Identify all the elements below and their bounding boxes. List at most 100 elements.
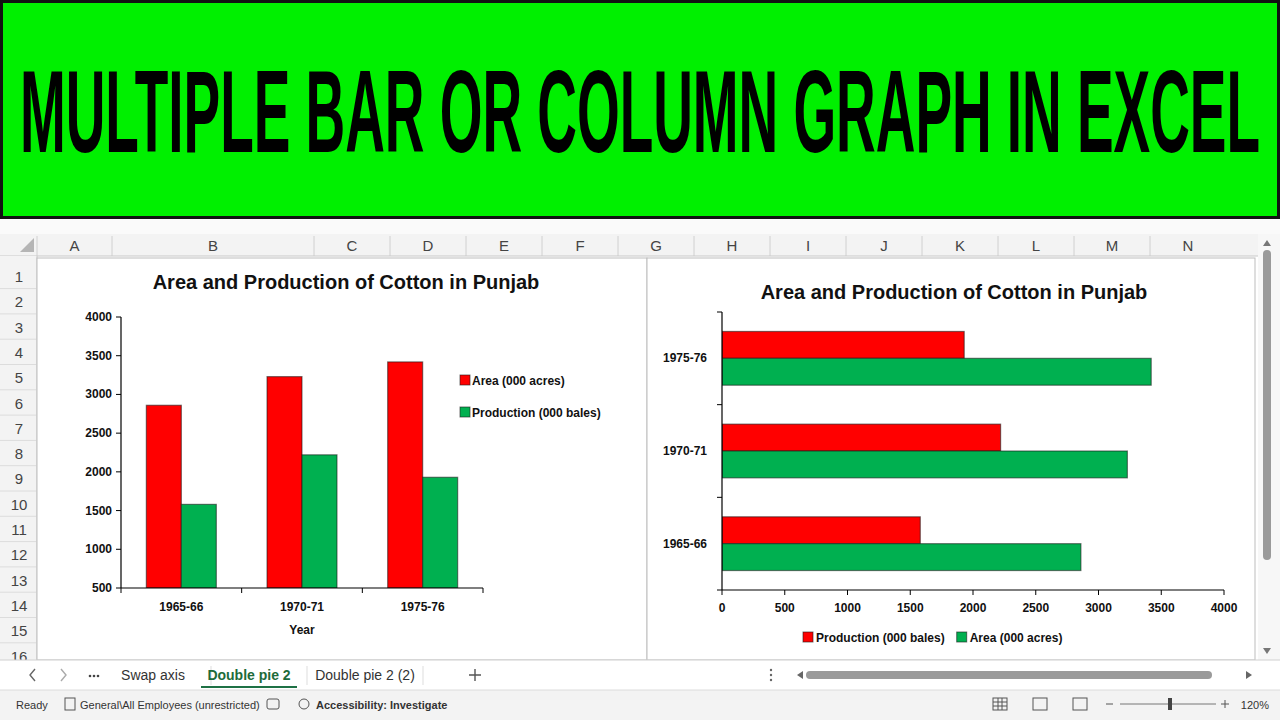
scroll-down-arrow[interactable] [1263, 648, 1271, 654]
legend-label: Area (000 acres) [970, 631, 1063, 645]
x-tick-label: 0 [719, 601, 726, 615]
column-divider [542, 236, 543, 256]
hscroll-left[interactable] [797, 671, 803, 679]
scroll-up-arrow[interactable] [1263, 240, 1271, 246]
tab-separator [307, 666, 308, 685]
row-divider [0, 592, 37, 593]
sheet-tab[interactable]: Swap axis [121, 667, 185, 683]
active-tab-underline [201, 686, 297, 688]
category-tick [121, 588, 122, 593]
column-divider [314, 236, 315, 256]
zoom-level: 120% [1241, 699, 1269, 711]
y-tick-label: 3000 [85, 387, 112, 401]
chart-area [647, 258, 1255, 660]
bars [146, 362, 457, 588]
normal-view-grid [993, 698, 1007, 710]
bar [722, 424, 1001, 451]
tab-bar [0, 660, 1280, 690]
row-header: 6 [15, 395, 23, 412]
y-tick [116, 433, 121, 434]
x-tick-label: 500 [775, 601, 795, 615]
column-divider [112, 236, 113, 256]
row-header: 12 [11, 546, 28, 563]
column-header: M [1106, 237, 1119, 254]
row-divider [0, 642, 37, 643]
tab-split-handle [770, 669, 772, 671]
status-bar-border [0, 690, 1280, 691]
y-tick-label: 2500 [85, 426, 112, 440]
column-divider [846, 236, 847, 256]
row-header: 13 [11, 572, 28, 589]
y-tick [116, 510, 121, 511]
row-header: 8 [15, 445, 23, 462]
row-divider [0, 440, 37, 441]
y-tick-label: 1970-71 [663, 444, 707, 458]
tab-next[interactable] [61, 669, 66, 681]
legend-swatch [460, 375, 470, 385]
column-divider [390, 236, 391, 256]
y-tick [116, 394, 121, 395]
x-tick-label: 1975-76 [401, 600, 445, 614]
x-tick-label: 1965-66 [159, 600, 203, 614]
tab-more-dot[interactable] [97, 675, 100, 678]
column-divider [694, 236, 695, 256]
row-header: 10 [11, 496, 28, 513]
hscroll-right[interactable] [1246, 671, 1252, 679]
row-divider [0, 566, 37, 567]
y-tick [116, 588, 121, 589]
y-tick [116, 317, 121, 318]
sheet-tab[interactable]: Double pie 2 [207, 667, 290, 683]
zoom-in[interactable] [1221, 700, 1229, 708]
x-tick [847, 590, 848, 595]
x-tick-label: 1000 [834, 601, 861, 615]
column-header: J [880, 237, 888, 254]
add-sheet[interactable] [469, 669, 481, 681]
row-divider [0, 465, 37, 466]
chart-area [37, 258, 647, 660]
row-divider [0, 288, 37, 289]
vertical-scroll-thumb[interactable] [1263, 250, 1271, 560]
page-break-view[interactable] [1073, 698, 1087, 710]
y-tick-label: 1965-66 [663, 537, 707, 551]
bar [722, 358, 1151, 385]
tab-separator [423, 666, 424, 685]
sheet-tab[interactable]: Double pie 2 (2) [315, 667, 415, 683]
y-tick-label: 500 [92, 581, 112, 595]
category-tick [717, 590, 722, 591]
tab-prev[interactable] [30, 669, 35, 681]
x-tick-label: 4000 [1211, 601, 1238, 615]
y-tick [116, 471, 121, 472]
row-header: 5 [15, 369, 23, 386]
chart-title: Area and Production of Cotton in Punjab [153, 271, 540, 293]
tab-bar-border [0, 660, 1280, 661]
normal-view[interactable] [993, 698, 1007, 710]
page-layout-view[interactable] [1033, 698, 1047, 710]
column-divider [922, 236, 923, 256]
accessibility-icon [299, 699, 309, 709]
legend-label: Production (000 bales) [816, 631, 945, 645]
row-header: 2 [15, 293, 23, 310]
row-divider [0, 364, 37, 365]
zoom-out[interactable] [1106, 704, 1113, 705]
x-tick [1035, 590, 1036, 595]
row-divider [0, 415, 37, 416]
x-tick-label: 2000 [960, 601, 987, 615]
tab-more-dot[interactable] [89, 675, 92, 678]
column-header: K [955, 237, 965, 254]
y-tick-label: 4000 [85, 310, 112, 324]
row-divider [0, 491, 37, 492]
hscroll-thumb[interactable] [806, 671, 1212, 679]
category-tick [241, 588, 242, 593]
tab-more-dot[interactable] [93, 675, 96, 678]
y-axis-line [120, 317, 121, 588]
zoom-thumb[interactable] [1168, 698, 1172, 710]
column-header: A [69, 237, 79, 254]
column-divider [998, 236, 999, 256]
bar [146, 405, 181, 588]
column-header: H [727, 237, 738, 254]
column-divider [770, 236, 771, 256]
category-tick [717, 497, 722, 498]
x-tick [784, 590, 785, 595]
y-tick [116, 355, 121, 356]
column-header: B [208, 237, 218, 254]
